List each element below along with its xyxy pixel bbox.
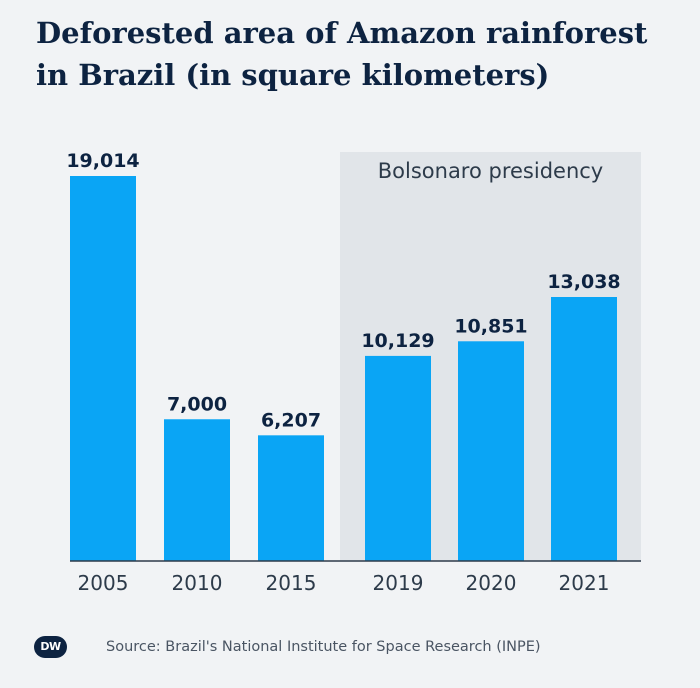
- x-tick-2015: 2015: [266, 571, 317, 595]
- value-label-2020: 10,851: [454, 315, 527, 337]
- x-tick-2010: 2010: [172, 571, 223, 595]
- highlight-label: Bolsonaro presidency: [378, 159, 603, 183]
- value-label-2010: 7,000: [167, 393, 227, 415]
- bar-2015: [258, 435, 324, 561]
- value-label-2005: 19,014: [66, 150, 139, 172]
- bar-chart: Bolsonaro presidency 19,014 7,000 6,207 10,…: [66, 150, 641, 595]
- bar-2005: [70, 176, 136, 561]
- x-tick-2005: 2005: [78, 571, 129, 595]
- x-tick-2021: 2021: [559, 571, 610, 595]
- footer: DW Source: Brazil's National Institute f…: [0, 630, 700, 664]
- x-axis-ticks: 2005 2010 2015 2019 2020 2021: [78, 571, 610, 595]
- value-label-2015: 6,207: [261, 409, 321, 431]
- x-tick-2020: 2020: [466, 571, 517, 595]
- bar-2019: [365, 355, 431, 561]
- bar-2020: [458, 341, 524, 561]
- chart-title: Deforested area of Amazon rainforest in …: [36, 16, 648, 92]
- bars-group: 19,014 7,000 6,207 10,129 10,851 13,038: [66, 150, 621, 561]
- bar-2010: [164, 419, 230, 561]
- source-note: Source: Brazil's National Institute for …: [106, 639, 541, 655]
- bar-2021: [551, 297, 617, 561]
- value-label-2019: 10,129: [361, 330, 434, 352]
- x-tick-2019: 2019: [373, 571, 424, 595]
- dw-logo: DW: [34, 636, 67, 658]
- value-label-2021: 13,038: [547, 271, 620, 293]
